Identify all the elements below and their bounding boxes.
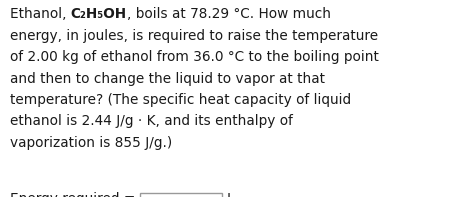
Text: of 2.00 kg of ethanol from 36.0 °C to the boiling point: of 2.00 kg of ethanol from 36.0 °C to th… — [10, 50, 379, 64]
Text: temperature? (The specific heat capacity of liquid: temperature? (The specific heat capacity… — [10, 93, 351, 107]
Text: energy, in joules, is required to raise the temperature: energy, in joules, is required to raise … — [10, 29, 378, 43]
Text: vaporization is 855 J/g.): vaporization is 855 J/g.) — [10, 136, 172, 150]
Text: J: J — [227, 192, 231, 197]
Text: Ethanol,: Ethanol, — [10, 7, 71, 21]
Text: Energy required =: Energy required = — [10, 192, 140, 197]
Bar — [140, 193, 222, 197]
Text: C₂H₅OH: C₂H₅OH — [71, 7, 127, 21]
Text: and then to change the liquid to vapor at that: and then to change the liquid to vapor a… — [10, 72, 325, 85]
Text: ethanol is 2.44 J/g · K, and its enthalpy of: ethanol is 2.44 J/g · K, and its enthalp… — [10, 114, 293, 128]
Text: , boils at 78.29 °C. How much: , boils at 78.29 °C. How much — [127, 7, 331, 21]
